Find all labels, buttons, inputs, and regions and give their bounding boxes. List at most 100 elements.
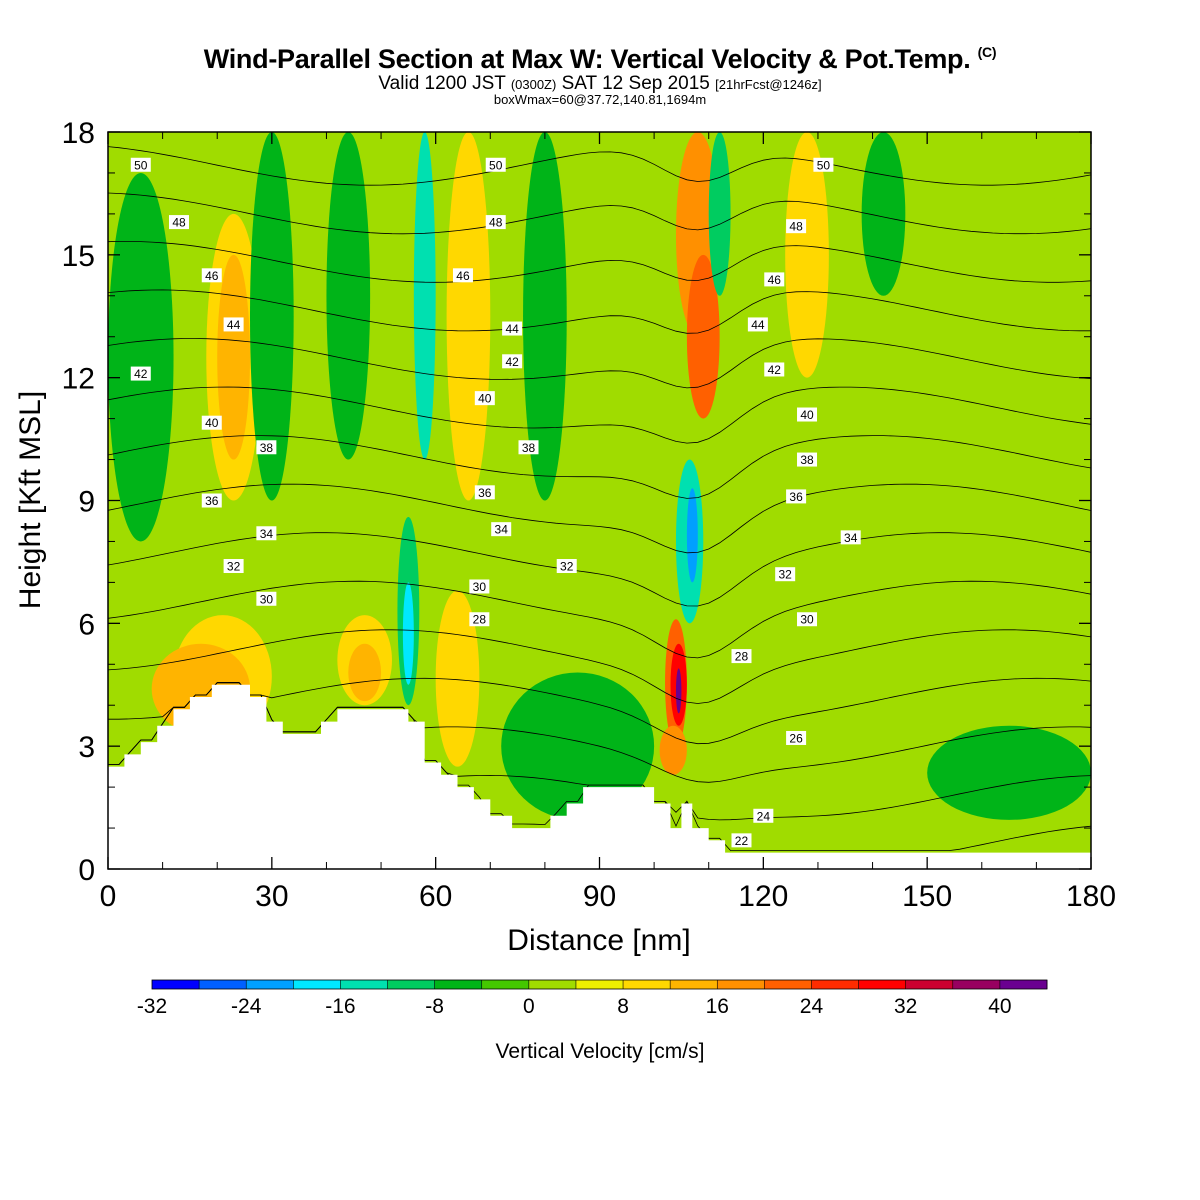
contour-label-bg (764, 362, 785, 377)
shade-cell (249, 132, 294, 501)
theta-contour-line (108, 677, 1091, 745)
contour-label: 36 (789, 490, 803, 504)
theta-contour-line (108, 146, 1091, 186)
contour-label: 30 (800, 613, 814, 627)
contour-label-bg (747, 317, 768, 332)
colorbar-label: Vertical Velocity [cm/s] (496, 1040, 705, 1063)
colorbar-swatch (575, 980, 624, 989)
contour-label: 32 (560, 560, 574, 574)
contour-label-bg (474, 391, 495, 406)
contour-label: 40 (478, 392, 492, 406)
contour-labels: 50 48 46 44 42 40 38 36 34 32 30 50 48 46 44 42 40 38 36 34… (130, 157, 861, 848)
x-axis-label: Distance [nm] (507, 924, 690, 957)
shade-cell (785, 132, 829, 378)
contour-label-bg (491, 522, 512, 537)
shade-cell (413, 132, 436, 460)
theta-contour-line (108, 629, 1091, 704)
copyright-mark: (C) (977, 44, 997, 60)
contour-label: 26 (789, 731, 803, 745)
subtitle-date: SAT 12 Sep 2015 (561, 73, 710, 94)
contour-label: 50 (817, 158, 831, 172)
contour-label: 40 (205, 416, 219, 430)
colorbar-frame (151, 979, 1048, 990)
colorbar-tick-label: 32 (894, 995, 917, 1018)
contour-label: 42 (134, 367, 148, 381)
contour-label: 42 (505, 355, 519, 369)
contour-label-bg (256, 526, 277, 541)
contour-label: 44 (227, 318, 241, 332)
contour-label: 34 (495, 523, 509, 537)
shade-cell (686, 488, 698, 583)
contour-label: 36 (205, 494, 219, 508)
contour-label: 32 (778, 568, 792, 582)
contour-label-bg (130, 366, 151, 381)
terrain-polygon (108, 684, 1091, 869)
subtitle-valid: Valid 1200 JST (378, 73, 506, 94)
colorbar-swatch (858, 980, 907, 989)
x-tick-label: 150 (902, 880, 952, 913)
shade-cell (659, 725, 687, 775)
x-tick-label: 120 (738, 880, 788, 913)
contour-label: 28 (473, 613, 487, 627)
colorbar-swatch (670, 980, 718, 989)
contour-label-bg (786, 489, 807, 504)
y-tick-label: 9 (78, 486, 95, 519)
terrain-mask (108, 684, 1091, 869)
colorbar-swatch (387, 980, 436, 989)
contour-label-bg (764, 272, 785, 287)
contour-label: 48 (489, 216, 503, 230)
shade-cell (108, 172, 174, 542)
subtitle-forecast: [21hrFcst@1246z] (715, 77, 822, 92)
y-tick-label: 3 (78, 731, 95, 764)
colorbar-swatch (293, 980, 341, 989)
contour-label-bg (786, 219, 807, 234)
shade-cell (675, 668, 682, 714)
contour-label: 44 (751, 318, 765, 332)
contour-label: 38 (260, 441, 274, 455)
contour-label: 34 (844, 531, 858, 545)
colorbar-swatch (246, 980, 294, 989)
shade-cell (348, 643, 382, 702)
colorbar-swatch (811, 980, 860, 989)
contour-label-bg (256, 440, 277, 455)
colorbar-tick-label: 16 (706, 995, 729, 1018)
contour-label-bg (518, 440, 539, 455)
contour-label-bg (256, 591, 277, 606)
colorbar-swatch (481, 980, 530, 989)
contour-label-bg (201, 415, 222, 430)
colorbar-tick-label: -24 (231, 995, 262, 1018)
colorbar-swatch (152, 980, 200, 989)
x-tick-label: 90 (583, 880, 616, 913)
colorbar-swatch (340, 980, 389, 989)
contour-label-bg (502, 354, 523, 369)
x-tick-label: 60 (419, 880, 452, 913)
contour-label-bg (840, 530, 861, 545)
contour-label: 40 (800, 408, 814, 422)
y-tick-label: 0 (78, 854, 95, 887)
theta-contour-line (108, 240, 1091, 283)
chart-title-text: Wind-Parallel Section at Max W: Vertical… (203, 44, 971, 74)
contour-label: 32 (227, 560, 241, 574)
shade-cell (708, 132, 731, 296)
contour-label: 50 (134, 158, 148, 172)
y-tick-label: 18 (62, 117, 95, 150)
contour-label: 48 (172, 216, 186, 230)
colorbar-tick-label: 24 (800, 995, 824, 1018)
contour-label-bg (223, 317, 244, 332)
contour-label-bg (797, 612, 818, 627)
colorbar-tick-label: 8 (617, 995, 629, 1018)
colorbar-swatch (528, 980, 577, 989)
contour-label: 30 (473, 580, 487, 594)
shade-cell (927, 725, 1091, 820)
contour-label: 38 (800, 453, 814, 467)
contour-label: 42 (768, 363, 782, 377)
contour-label-bg (474, 485, 495, 500)
contour-label: 50 (489, 158, 503, 172)
theta-contour-line (108, 386, 1091, 444)
colorbar-tick-label: -16 (325, 995, 355, 1018)
shade-cell (326, 132, 371, 460)
colorbar-swatch (623, 980, 671, 989)
contour-label-bg (731, 649, 752, 664)
colorbar-swatch (717, 980, 765, 989)
